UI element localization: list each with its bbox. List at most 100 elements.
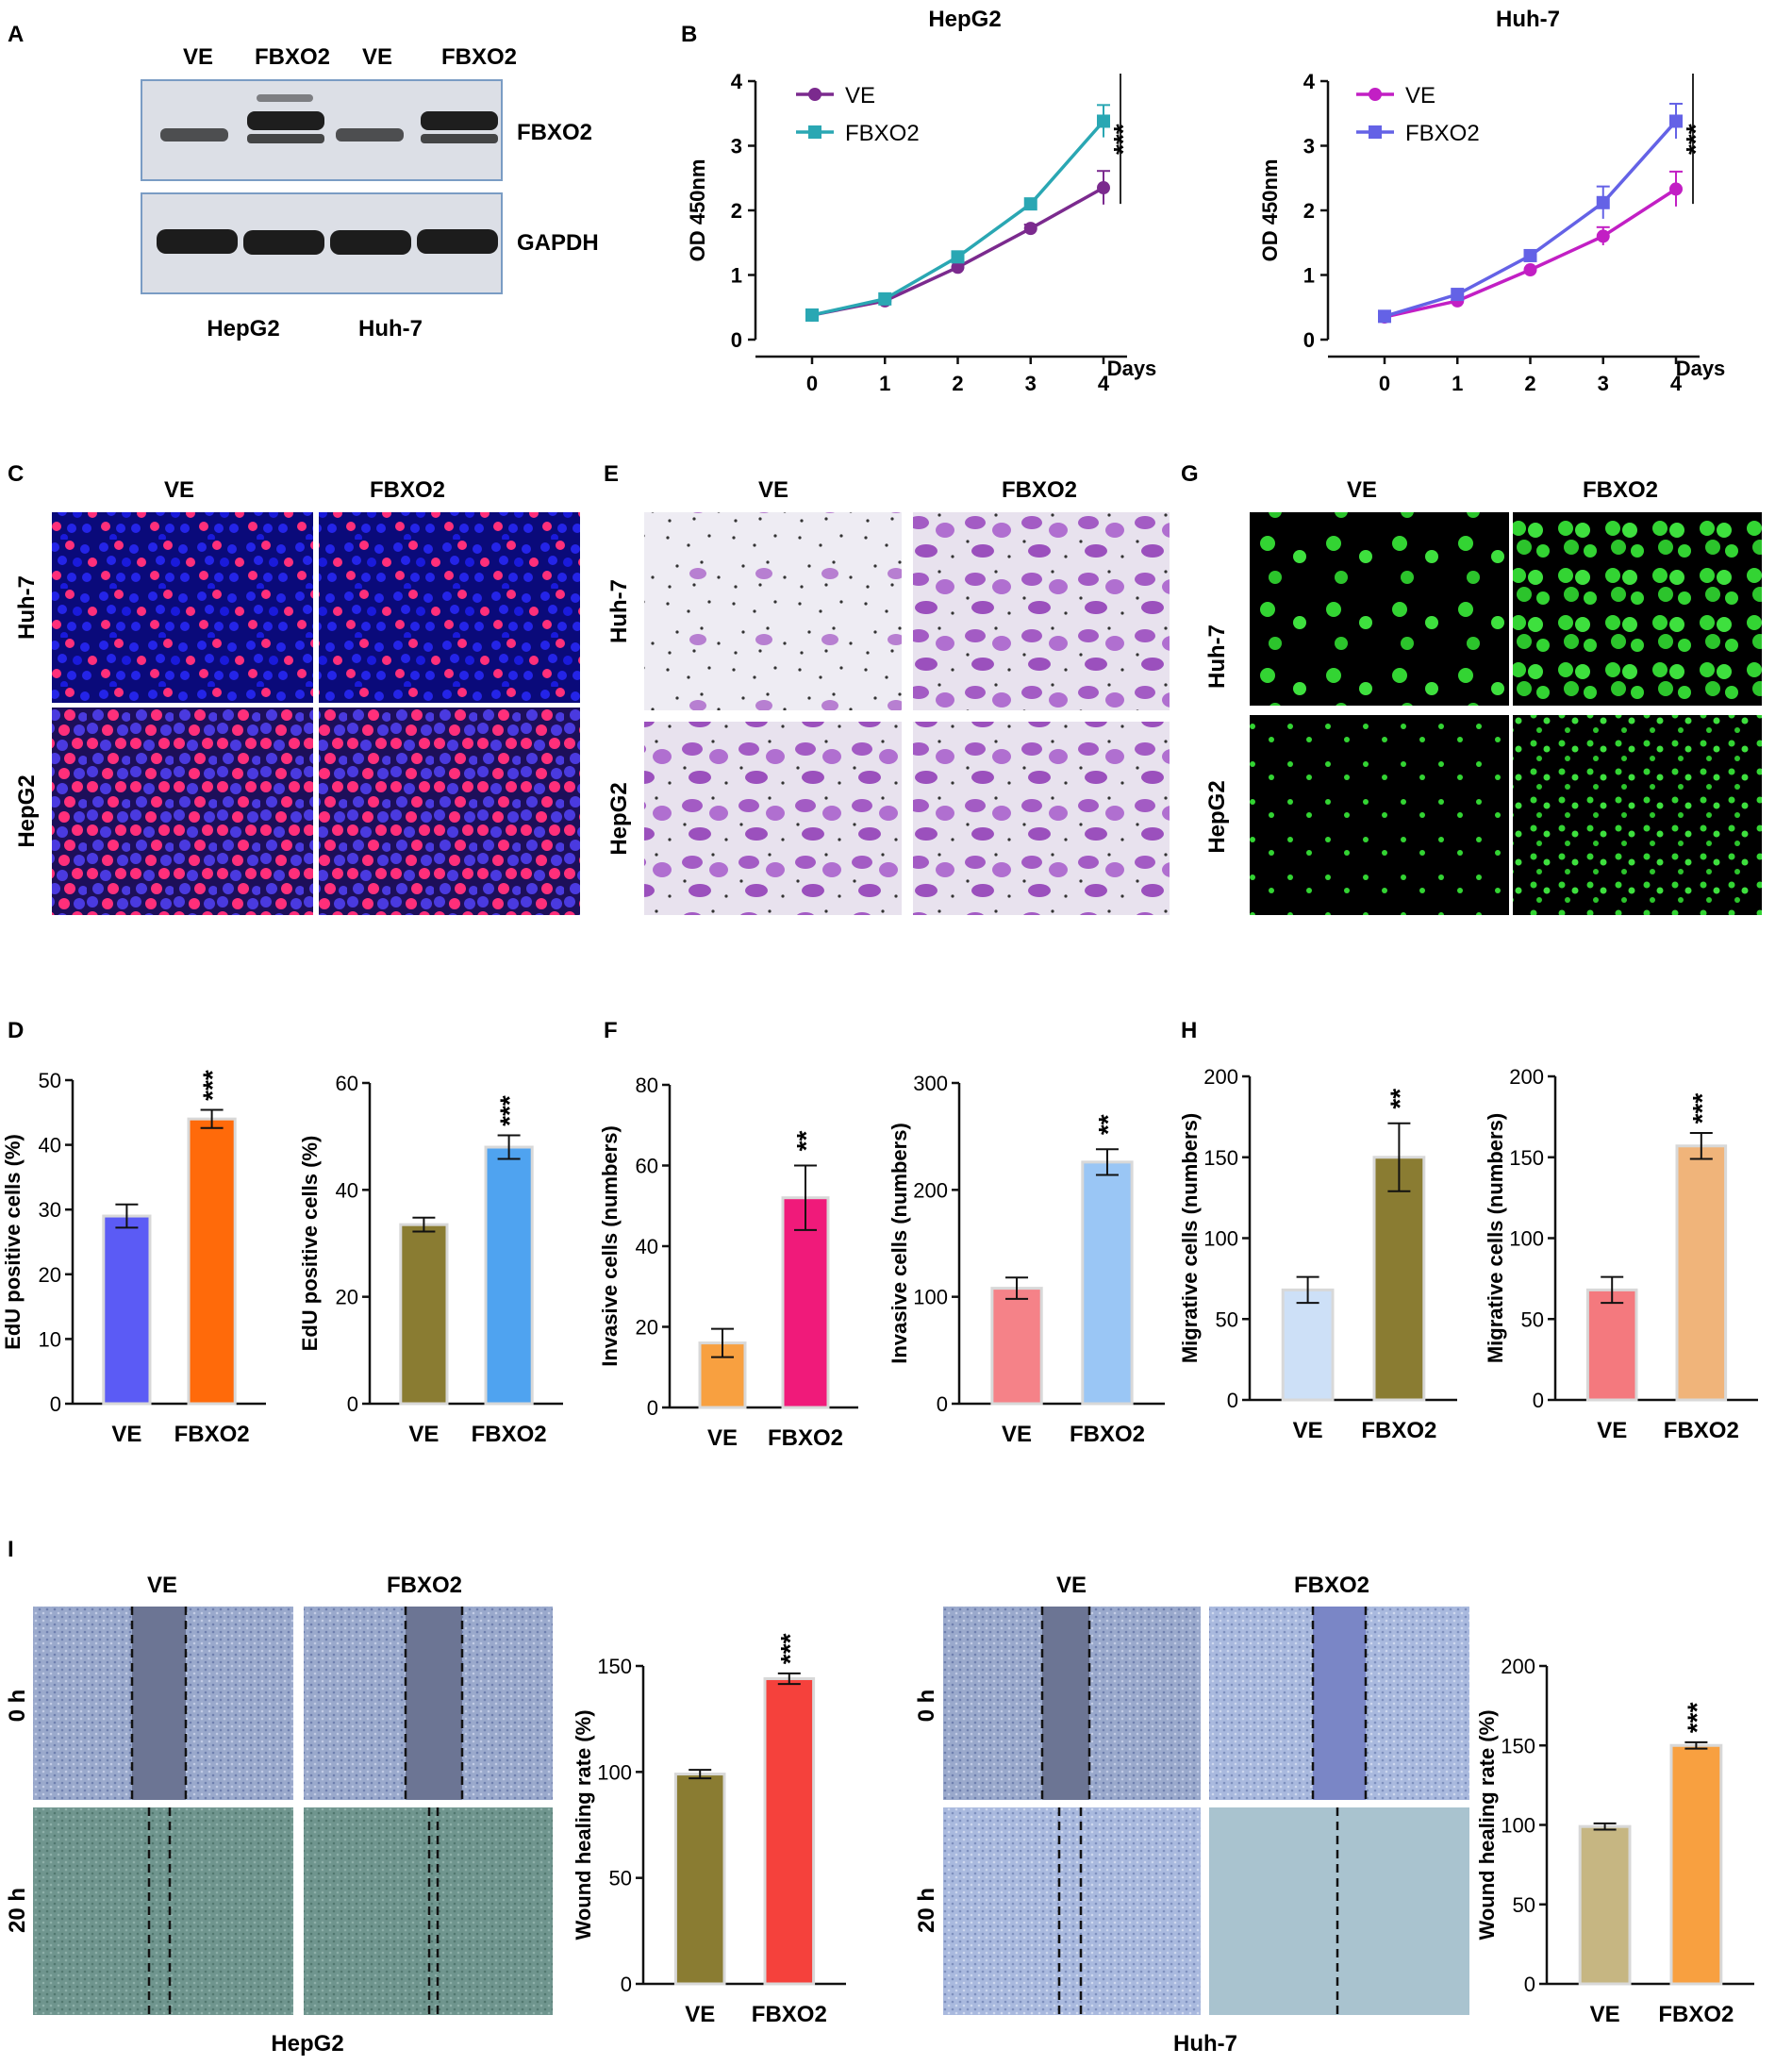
x-tick-label: FBXO2 — [752, 2002, 827, 2027]
x-tick-label: VE — [1590, 2002, 1620, 2027]
col-label: VE — [1056, 1573, 1087, 1598]
y-tick-label: 50 — [1513, 1893, 1535, 1917]
y-tick-label: 100 — [913, 1286, 948, 1309]
data-point — [951, 260, 965, 275]
bar — [673, 1773, 726, 1986]
col-label: FBXO2 — [1002, 477, 1077, 503]
y-axis-label: Wound healing rate (%) — [572, 1709, 595, 1940]
x-tick-label: 3 — [1025, 372, 1037, 395]
x-tick-label: 0 — [806, 372, 818, 395]
wound-healing-images: VE FBXO2 VE FBXO2 — [5, 1573, 1469, 2057]
bar — [102, 1214, 152, 1406]
y-tick-label: 0 — [347, 1392, 358, 1416]
x-tick-label: 1 — [879, 372, 890, 395]
y-tick-label: 1 — [1303, 264, 1315, 288]
y-tick-label: 0 — [1524, 1973, 1535, 1996]
panel-letter-b: B — [681, 22, 697, 47]
legend-label: FBXO2 — [845, 121, 920, 146]
panel-letter-d: D — [8, 1018, 24, 1043]
x-tick-label: 3 — [1598, 372, 1609, 395]
x-tick-label: VE — [1293, 1418, 1323, 1443]
y-tick-label: 0 — [1227, 1389, 1238, 1412]
y-tick-label: 0 — [1303, 328, 1315, 352]
data-point — [951, 250, 965, 264]
significance-label: *** — [1682, 1702, 1711, 1733]
y-tick-label: 0 — [621, 1973, 632, 1996]
x-tick-label: VE — [685, 2002, 715, 2027]
bar — [1081, 1160, 1134, 1406]
y-tick-label: 2 — [1303, 199, 1315, 223]
y-tick-label: 100 — [1203, 1227, 1238, 1251]
data-point — [1669, 182, 1683, 196]
wb-bands-gapdh — [157, 229, 498, 255]
y-tick-label: 10 — [39, 1327, 61, 1351]
wound-image-huh7-fbxo2-20h — [1209, 1807, 1469, 2015]
y-tick-label: 150 — [1509, 1146, 1544, 1170]
transwell-image-huh7-ve — [644, 512, 902, 710]
data-point — [1451, 288, 1465, 302]
row-label: HepG2 — [14, 774, 40, 847]
data-point — [1523, 263, 1537, 277]
series-line — [811, 120, 1105, 317]
legend-marker — [808, 125, 821, 139]
col-label: VE — [164, 477, 194, 503]
bar — [763, 1676, 816, 1986]
wb-lane-label: FBXO2 — [441, 44, 517, 70]
y-tick-label: 150 — [597, 1655, 632, 1678]
y-tick-label: 40 — [636, 1235, 658, 1258]
bar-chart-d1: 0 10 20 30 40 50 EdU positive cells (%) VE FBXO2… — [1, 1069, 266, 1447]
edu-image-hepg2-fbxo2 — [319, 708, 580, 915]
data-point — [1097, 181, 1110, 195]
legend-marker — [808, 88, 821, 101]
legend-label: VE — [845, 83, 875, 108]
col-label: FBXO2 — [387, 1573, 462, 1598]
fluor-image-huh7-ve — [1250, 512, 1509, 706]
wound-image-hepg2-ve-20h — [33, 1807, 293, 2015]
significance-label: *** — [495, 1095, 524, 1126]
y-tick-label: 4 — [731, 70, 743, 93]
x-tick-label: FBXO2 — [472, 1422, 547, 1447]
time-label: 20 h — [5, 1888, 30, 1933]
y-tick-label: 50 — [1216, 1307, 1238, 1331]
chart-title: HepG2 — [928, 7, 1001, 32]
y-tick-label: 300 — [913, 1072, 948, 1095]
legend-marker — [1369, 88, 1382, 101]
wound-cell-label: HepG2 — [271, 2031, 343, 2057]
y-tick-label: 4 — [1303, 70, 1316, 93]
x-tick-label: VE — [1002, 1422, 1032, 1447]
transwell-images: VE FBXO2 Huh-7 HepG2 — [606, 477, 1170, 915]
y-axis-label: Migrative cells (numbers) — [1178, 1113, 1202, 1363]
significance-label: *** — [1687, 1093, 1717, 1124]
x-axis-label: Days — [1676, 357, 1726, 380]
legend-marker — [1369, 125, 1382, 139]
y-tick-label: 150 — [1203, 1146, 1238, 1170]
bar-chart-h2: 0 50 100 150 200 Migrative cells (numbers) VE F… — [1484, 1065, 1758, 1443]
row-label: Huh-7 — [14, 575, 40, 640]
data-point — [1023, 197, 1037, 211]
y-axis-label: Migrative cells (numbers) — [1484, 1113, 1507, 1363]
x-tick-label: 0 — [1379, 372, 1390, 395]
panel-letter-g: G — [1181, 461, 1199, 487]
time-label: 0 h — [914, 1690, 939, 1723]
y-tick-label: 200 — [1203, 1065, 1238, 1089]
bar-chart-i2: 0 50 100 150 200 Wound healing rate (%) VE FBXO… — [1475, 1655, 1754, 2027]
x-tick-label: FBXO2 — [174, 1422, 250, 1447]
y-tick-label: 1 — [731, 264, 742, 288]
y-tick-label: 100 — [1501, 1814, 1535, 1838]
col-label: VE — [147, 1573, 177, 1598]
data-point — [1023, 222, 1037, 236]
wb-lane-label: FBXO2 — [255, 44, 330, 70]
col-label: VE — [1347, 477, 1377, 503]
y-tick-label: 20 — [39, 1263, 61, 1287]
y-tick-label: 200 — [1509, 1065, 1544, 1089]
y-tick-label: 2 — [731, 199, 742, 223]
y-tick-label: 0 — [937, 1392, 948, 1416]
x-axis-label: Days — [1107, 357, 1157, 380]
bar-chart-d2: 0 20 40 60 EdU positive cells (%) VE FBXO2 *** — [298, 1072, 563, 1447]
wound-gap — [1042, 1607, 1089, 1800]
wound-image-huh7-ve-20h — [943, 1807, 1201, 2015]
bar-chart-i1: 0 50 100 150 Wound healing rate (%) VE FBXO2 **… — [572, 1633, 846, 2027]
data-point — [1378, 309, 1391, 324]
